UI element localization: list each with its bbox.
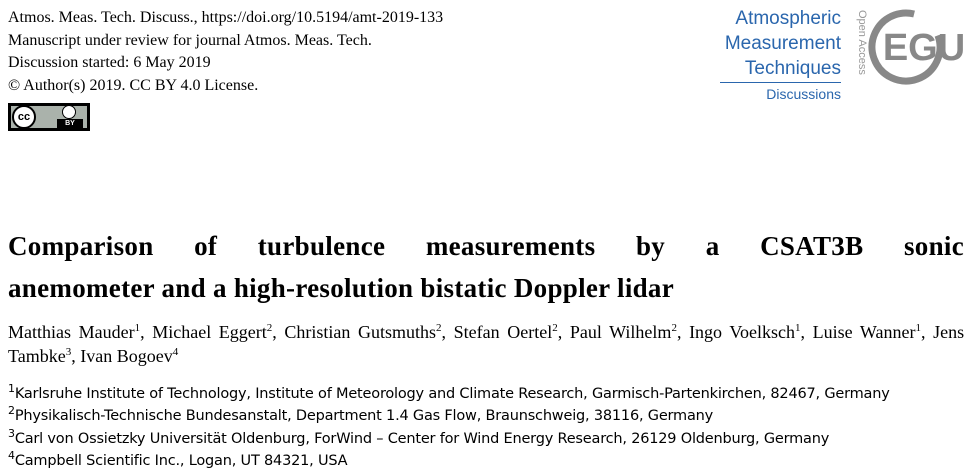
cc-badge: cc BY xyxy=(8,103,90,131)
author-affiliation: 4 xyxy=(172,346,179,358)
affiliation-number: 1 xyxy=(8,382,15,396)
author-separator: , xyxy=(676,322,690,342)
author-separator: , xyxy=(140,322,153,342)
badge-person xyxy=(62,105,76,119)
journal-word: Measurement xyxy=(724,33,841,54)
authors: Matthias Mauder1, Michael Eggert2, Chris… xyxy=(8,320,964,368)
affiliation-text: Karlsruhe Institute of Technology, Insti… xyxy=(14,386,890,402)
author-separator: , xyxy=(557,322,570,342)
author-name: Christian Gutsmuths xyxy=(284,322,437,342)
header-line: Atmos. Meas. Tech. Discuss., https://doi… xyxy=(8,9,444,26)
affiliation-number: 4 xyxy=(8,449,15,463)
author-name: Paul Wilhelm xyxy=(569,322,672,342)
header-line: Manuscript under review for journal Atmo… xyxy=(8,31,372,49)
affiliation-number: 2 xyxy=(8,404,15,418)
journal-word: Atmospheric xyxy=(735,8,841,29)
journal-name: Atmospheric Measurement Techniques xyxy=(725,6,841,81)
author-separator: , xyxy=(272,322,285,342)
affiliation: 1Karlsruhe Institute of Technology, Inst… xyxy=(8,383,890,405)
badge-by: BY xyxy=(57,119,83,129)
affiliation-text: Physikalisch-Technische Bundesanstalt, D… xyxy=(14,408,714,425)
affiliation-text: Campbell Scientific Inc., Logan, UT 8432… xyxy=(14,452,348,469)
author-name: Jens Tambke xyxy=(8,322,965,366)
author-name: Luise Wanner xyxy=(812,322,916,342)
logo-rule xyxy=(720,82,841,83)
affiliation: 4Campbell Scientific Inc., Logan, UT 843… xyxy=(8,450,890,472)
author-name: Ivan Bogoev xyxy=(80,346,173,366)
author-affiliation: 1 xyxy=(134,322,141,334)
author-name: Matthias Mauder xyxy=(8,322,135,342)
author-name: Ingo Voelksch xyxy=(689,322,796,342)
egu-text: EGU xyxy=(883,27,965,69)
affiliation: 3Carl von Ossietzky Universität Oldenbur… xyxy=(8,428,890,450)
affiliation-text: Carl von Ossietzky Universität Oldenburg… xyxy=(14,430,830,447)
journal-word: Techniques xyxy=(744,58,841,79)
author-separator: , xyxy=(800,322,813,342)
header-line: Discussion started: 6 May 2019 xyxy=(8,54,211,71)
author-name: Michael Eggert xyxy=(152,322,267,342)
journal-series: Discussions xyxy=(766,86,841,102)
egu-logo: EGU xyxy=(868,9,965,85)
badge-cc: cc xyxy=(12,105,36,129)
author-affiliation: 1 xyxy=(795,322,801,334)
affiliation: 2Physikalisch-Technische Bundesanstalt, … xyxy=(8,405,890,427)
author-affiliation: 2 xyxy=(436,322,442,334)
title: Comparison of turbulence measurements by… xyxy=(8,225,964,309)
affiliations: 1Karlsruhe Institute of Technology, Inst… xyxy=(8,383,890,472)
affiliation-number: 3 xyxy=(8,426,15,440)
author-separator: , xyxy=(71,346,81,366)
author-affiliation: 2 xyxy=(671,322,677,334)
open-access: Open Access xyxy=(856,10,868,75)
title-line: anemometer and a high-resolution bistati… xyxy=(8,273,675,303)
header: Atmos. Meas. Tech. Discuss., https://doi… xyxy=(8,7,443,97)
author-affiliation: 2 xyxy=(266,322,273,334)
author-affiliation: 2 xyxy=(552,322,558,334)
author-affiliation: 3 xyxy=(65,346,72,358)
header-line: © Author(s) 2019. CC BY 4.0 License. xyxy=(8,76,259,94)
author-separator: , xyxy=(920,322,934,342)
title-line: Comparison of turbulence measurements by… xyxy=(8,231,964,261)
author-affiliation: 1 xyxy=(915,322,921,334)
author-separator: , xyxy=(441,322,454,342)
author-name: Stefan Oertel xyxy=(453,322,553,342)
